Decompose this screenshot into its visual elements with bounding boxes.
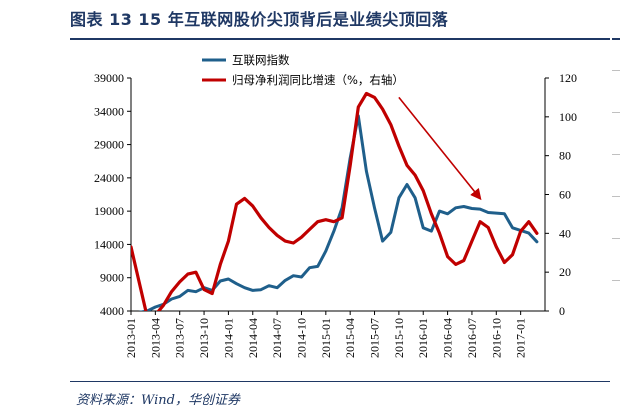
x-tick-label: 2014-01 xyxy=(221,318,235,358)
x-tick-label: 2016-07 xyxy=(465,318,479,358)
x-tick-label: 2015-07 xyxy=(368,318,382,358)
adjacent-tick xyxy=(612,154,620,155)
x-tick-label: 2014-04 xyxy=(246,318,260,358)
y-left-tick-label: 19000 xyxy=(94,204,124,218)
legend-label: 互联网指数 xyxy=(232,53,290,67)
adjacent-tick xyxy=(612,280,620,281)
source-note: 资料来源：Wind，华创证券 xyxy=(76,393,240,408)
y-right-tick-label: 0 xyxy=(559,304,565,318)
series-line-profit-growth xyxy=(131,91,539,311)
x-tick-label: 2017-01 xyxy=(514,318,528,358)
x-tick-label: 2013-10 xyxy=(197,318,211,358)
series-line-internet-index xyxy=(138,114,539,311)
adjacent-tick xyxy=(612,112,620,113)
x-tick-label: 2015-01 xyxy=(319,318,333,358)
adjacent-figure-edge xyxy=(612,0,620,419)
adjacent-tick xyxy=(612,238,620,239)
legend-label: 归母净利润同比增速（%，右轴） xyxy=(232,73,404,87)
x-tick-label: 2016-01 xyxy=(416,318,430,358)
adjacent-tick xyxy=(612,70,620,71)
x-tick-label: 2013-04 xyxy=(148,318,162,358)
y-right-tick-label: 20 xyxy=(559,265,571,279)
x-tick-label: 2014-07 xyxy=(270,318,284,358)
figure-title: 图表 13 15 年互联网股价尖顶背后是业绩尖顶回落 xyxy=(70,10,449,29)
y-left-tick-label: 14000 xyxy=(94,237,124,251)
y-left-tick-label: 24000 xyxy=(94,171,124,185)
x-tick-label: 2013-07 xyxy=(173,318,187,358)
x-tick-label: 2016-04 xyxy=(441,318,455,358)
bottom-rule xyxy=(70,381,610,382)
adjacent-title-rule xyxy=(612,38,620,40)
y-left-tick-label: 9000 xyxy=(100,271,124,285)
trend-arrow xyxy=(398,96,482,201)
y-left-tick-label: 4000 xyxy=(100,304,124,318)
y-right-tick-label: 40 xyxy=(559,226,571,240)
x-tick-label: 2013-01 xyxy=(124,318,138,358)
x-tick-label: 2016-10 xyxy=(489,318,503,358)
y-left-tick-label: 34000 xyxy=(94,104,124,118)
x-tick-label: 2014-10 xyxy=(294,318,308,358)
y-right-tick-label: 120 xyxy=(559,71,577,85)
adjacent-tick xyxy=(612,196,620,197)
y-right-tick-label: 80 xyxy=(559,149,571,163)
title-rule xyxy=(70,38,610,40)
y-right-tick-label: 60 xyxy=(559,188,571,202)
y-left-tick-label: 39000 xyxy=(94,71,124,85)
x-tick-label: 2015-10 xyxy=(392,318,406,358)
x-tick-label: 2015-04 xyxy=(343,318,357,358)
y-right-tick-label: 100 xyxy=(559,110,577,124)
y-left-tick-label: 29000 xyxy=(94,138,124,152)
